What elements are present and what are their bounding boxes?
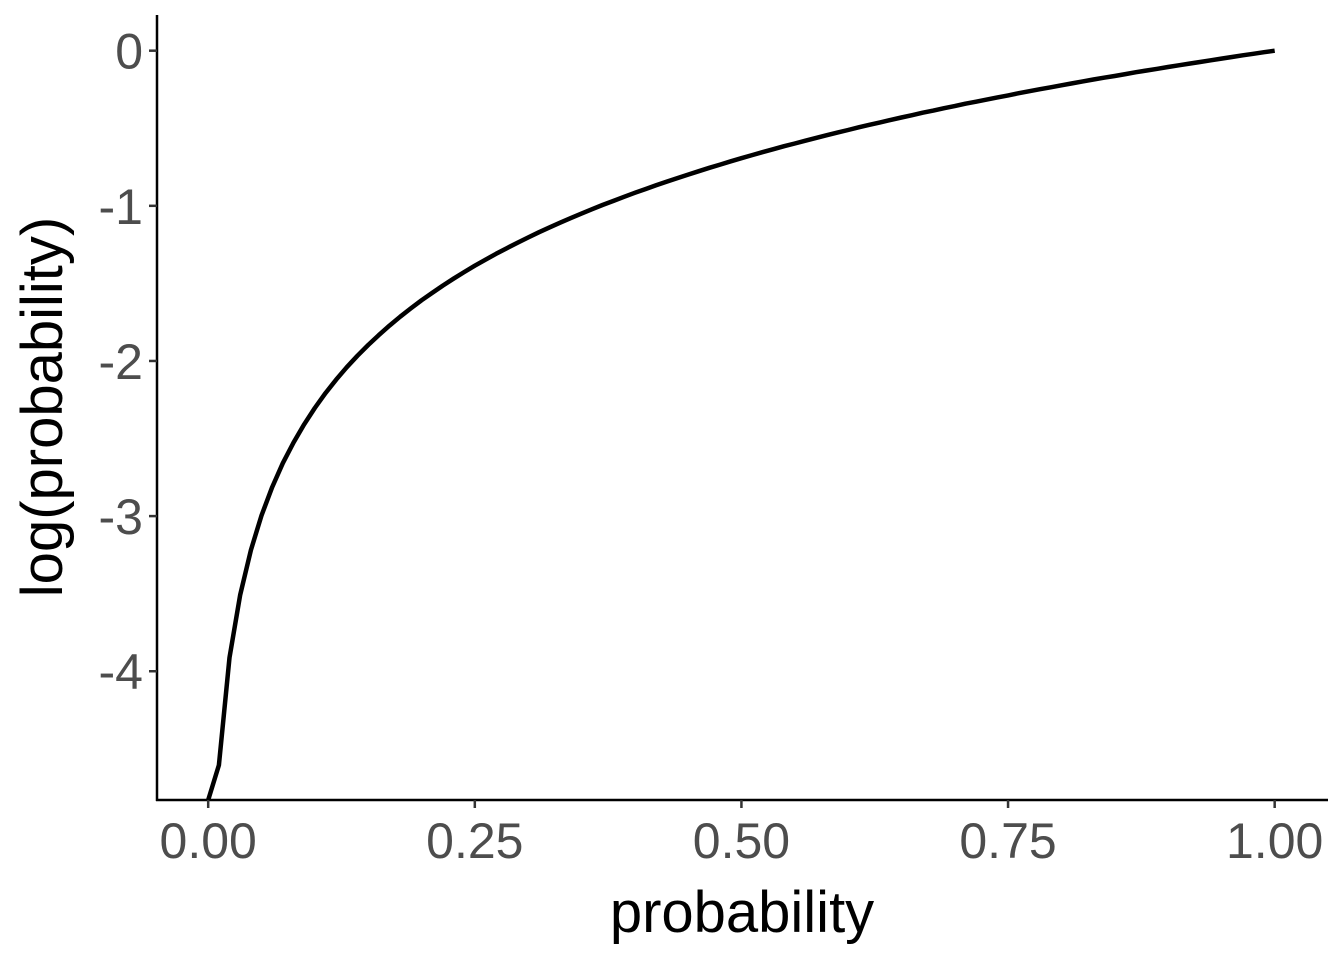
y-tick-label: -3 <box>99 489 143 545</box>
x-tick-label: 0.75 <box>959 813 1056 869</box>
y-axis-ticks: 0 -1 -2 -3 -4 <box>99 24 157 700</box>
x-tick-label: 0.25 <box>426 813 523 869</box>
x-axis-ticks: 0.00 0.25 0.50 0.75 1.00 <box>160 800 1323 869</box>
x-tick-label: 0.00 <box>160 813 257 869</box>
y-tick-label: -1 <box>99 179 143 235</box>
x-tick-label: 0.50 <box>693 813 790 869</box>
y-axis-title: log(probability) <box>10 217 75 597</box>
x-tick-label: 1.00 <box>1226 813 1323 869</box>
y-tick-label: -4 <box>99 644 143 700</box>
y-tick-label: 0 <box>115 24 143 80</box>
y-tick-label: -2 <box>99 334 143 390</box>
x-axis-title: probability <box>610 880 874 945</box>
series-line <box>206 48 1276 801</box>
plot-panel <box>206 48 1276 801</box>
